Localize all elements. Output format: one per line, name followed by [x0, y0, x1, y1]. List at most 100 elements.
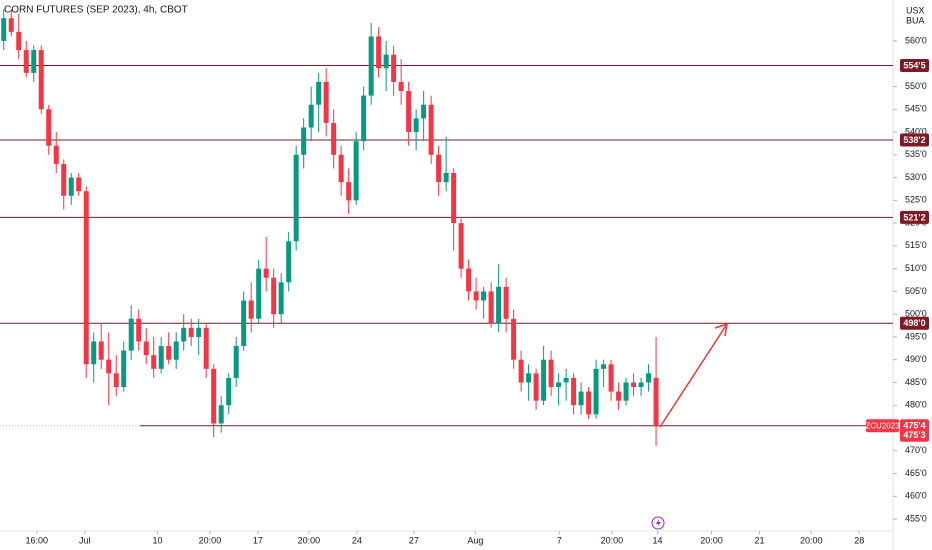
x-tick-label: 20:00	[601, 535, 624, 545]
level-label-box	[900, 316, 929, 330]
candle-body	[121, 350, 127, 388]
x-tick-label: 21	[755, 535, 765, 545]
candle-body	[398, 81, 404, 92]
candle-body	[278, 282, 284, 315]
x-tick-label: 24	[352, 535, 362, 545]
candle-body	[196, 327, 202, 337]
candle-body	[181, 327, 187, 342]
y-tick-label: 465'0	[905, 468, 927, 478]
candle-body	[83, 191, 89, 365]
candle-body	[578, 391, 584, 406]
last-price-box	[900, 428, 929, 442]
candle-body	[413, 118, 419, 133]
symbol-label: ZCU2023	[865, 421, 900, 430]
symbol-box	[866, 419, 899, 433]
candle-body	[173, 341, 179, 360]
level-label: 475'4	[903, 421, 925, 431]
candle-body	[503, 286, 509, 319]
candle-body	[481, 291, 487, 301]
x-tick-label: 17	[253, 535, 263, 545]
y-tick-label: 460'0	[905, 491, 927, 501]
y-tick-label: 515'0	[905, 240, 927, 250]
candle-body	[46, 109, 52, 146]
candle-body	[496, 286, 502, 324]
x-tick-label: 20:00	[700, 535, 723, 545]
candle-body	[248, 300, 254, 319]
candle-body	[38, 50, 44, 110]
candle-body	[128, 318, 134, 351]
y-tick-label: 535'0	[905, 149, 927, 159]
candle-body	[436, 154, 442, 183]
candle-body	[53, 145, 59, 164]
x-tick-label: 20:00	[800, 535, 823, 545]
candle-body	[316, 81, 322, 105]
candle-body	[308, 104, 314, 128]
level-label-box	[900, 58, 929, 72]
candle-body	[406, 91, 412, 133]
candle-body	[586, 391, 592, 415]
arrow-line	[659, 323, 728, 428]
candle-body	[646, 373, 652, 383]
candle-body	[346, 182, 352, 201]
level-label: 498'0	[903, 318, 925, 328]
candle-body	[331, 122, 337, 155]
x-tick-label: 14	[653, 535, 663, 545]
level-label-box	[900, 133, 929, 147]
candle-body	[323, 81, 329, 123]
candle-body	[8, 18, 14, 32]
y-tick-label: 485'0	[905, 377, 927, 387]
plot: 455'0 460'0 465'0 470'0 480'0 485'0 490'0 495'0…	[0, 9, 929, 545]
x-tick-label: 7	[557, 535, 562, 545]
candle-body	[151, 355, 157, 369]
candle-body	[263, 268, 269, 278]
chart-title: CORN FUTURES (SEP 2023), 4h, CBOT	[4, 5, 188, 16]
candle-body	[158, 346, 164, 369]
candle-body	[1, 18, 7, 41]
candle-body	[16, 31, 22, 51]
candle-body	[428, 104, 434, 155]
candle-body	[113, 373, 119, 388]
y-tick-label: 500'0	[905, 309, 927, 319]
candle-body	[556, 382, 562, 388]
candle-body	[488, 291, 494, 324]
y-tick-label: 490'0	[905, 354, 927, 364]
y-tick-label: 550'0	[905, 81, 927, 91]
event-icon	[651, 516, 665, 530]
candle-body	[353, 141, 359, 201]
candle-body	[68, 177, 74, 196]
y-tick-label: 505'0	[905, 286, 927, 296]
candle-body	[136, 318, 142, 342]
candle-body	[616, 391, 622, 401]
y-tick-label: 540'0	[905, 126, 927, 136]
currency: USX	[906, 5, 925, 15]
unit: BUA	[906, 15, 925, 25]
y-tick-label: 525'0	[905, 195, 927, 205]
candle-body	[376, 36, 382, 69]
candle-body	[391, 54, 397, 82]
x-tick-label: Jul	[79, 535, 91, 545]
level-label: 521'2	[903, 212, 925, 222]
x-tick-label: 16:00	[25, 535, 48, 545]
candle-body	[106, 359, 112, 374]
last-price-label: 475'3	[903, 430, 925, 440]
candle-body	[593, 368, 599, 415]
candle-body	[511, 318, 517, 360]
y-tick-label: 480'0	[905, 400, 927, 410]
candle-body	[301, 127, 307, 155]
x-tick-label: Aug	[467, 535, 483, 545]
candle-body	[211, 368, 217, 424]
y-tick-label: 470'0	[905, 445, 927, 455]
y-tick-label: 455'0	[905, 513, 927, 523]
candle-body	[623, 382, 629, 401]
x-tick-label: 27	[409, 535, 419, 545]
candle-body	[166, 346, 172, 360]
candle-body	[601, 364, 607, 369]
level-label: 538'2	[903, 135, 925, 145]
candle-body	[443, 173, 449, 183]
y-tick-label: 545'0	[905, 104, 927, 114]
candle-body	[233, 346, 239, 378]
y-tick-label: 530'0	[905, 172, 927, 182]
y-tick-label: 560'0	[905, 35, 927, 45]
